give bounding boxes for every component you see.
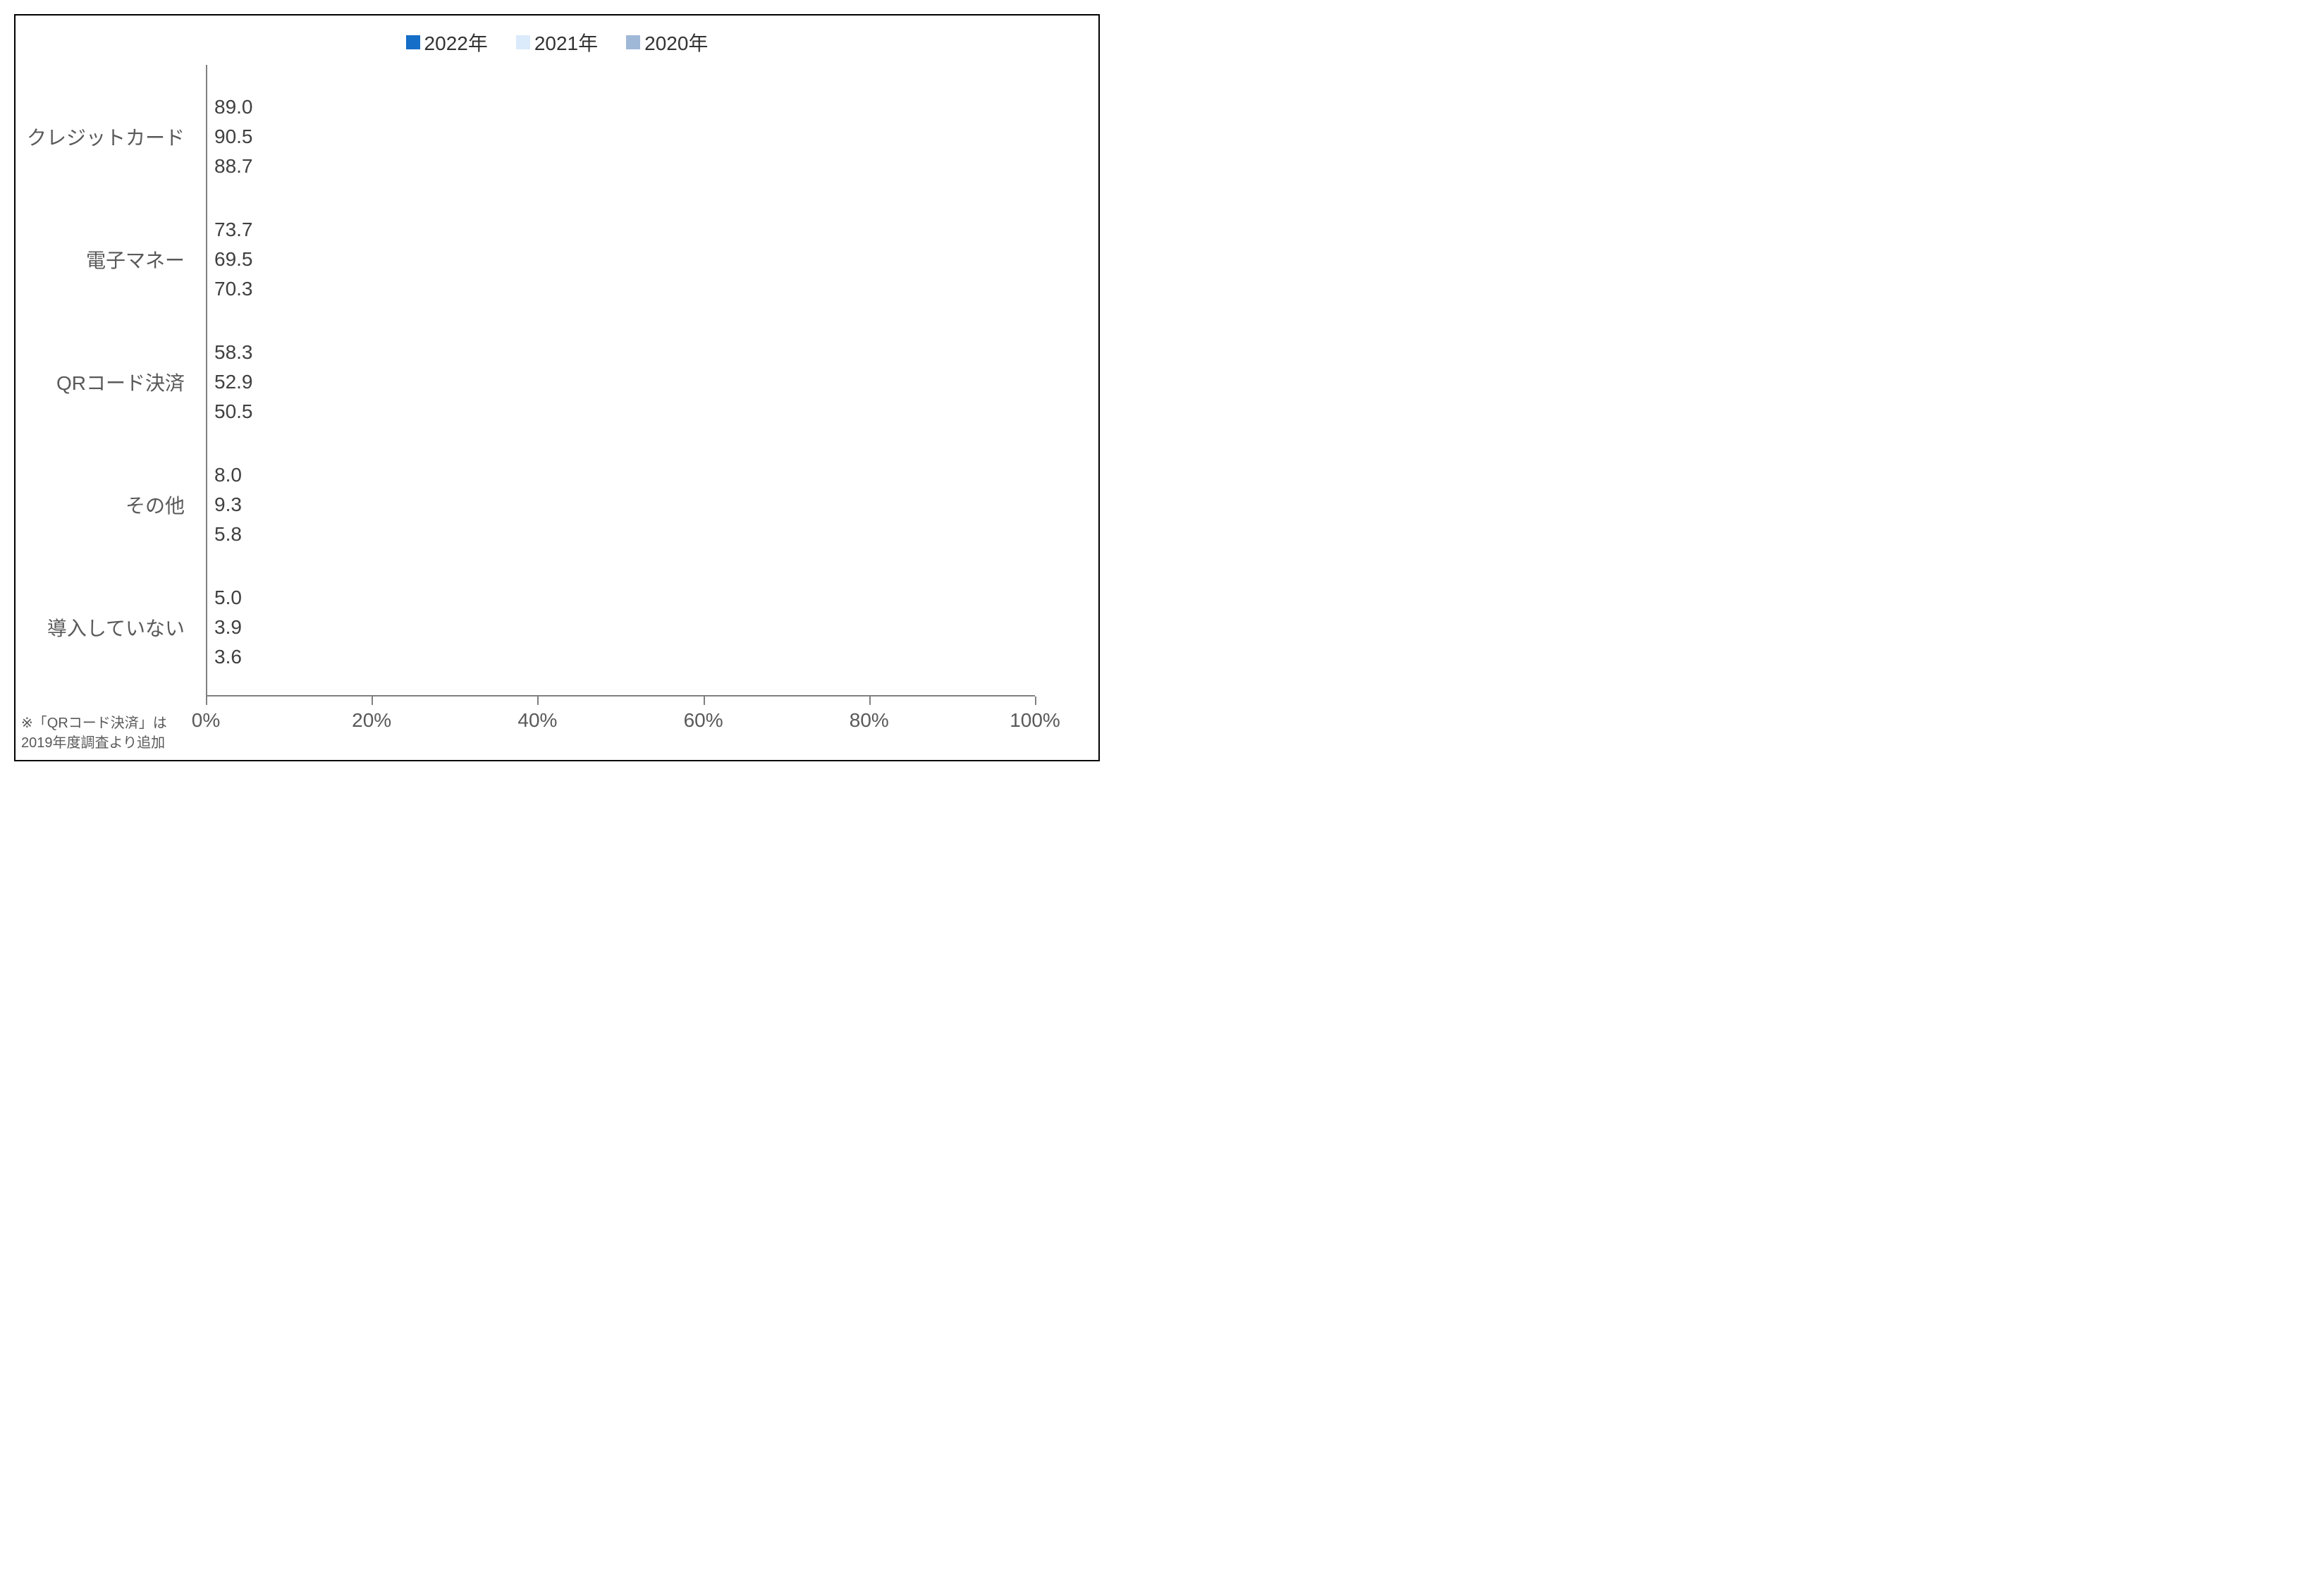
bar-value-label: 89.0: [214, 96, 253, 118]
x-tick-label: 100%: [1010, 709, 1060, 732]
footnote: ※「QRコード決済」は 2019年度調査より追加: [21, 713, 167, 753]
x-tick: [1035, 696, 1036, 705]
category-group: その他8.09.35.8: [206, 462, 1035, 548]
bar-value-label: 90.5: [214, 125, 253, 148]
bar-value-label: 70.3: [214, 278, 253, 300]
category-label: 導入していない: [47, 613, 185, 642]
bar-value-label: 5.8: [214, 523, 242, 546]
legend-item-2021: 2021年: [516, 28, 598, 56]
bar-value-label: 5.0: [214, 587, 242, 609]
x-tick: [372, 696, 373, 705]
category-label: その他: [125, 491, 185, 519]
bar-value-label: 58.3: [214, 341, 253, 364]
x-tick-label: 0%: [192, 709, 220, 732]
bar-value-label: 52.9: [214, 371, 253, 393]
legend-item-2020: 2020年: [626, 28, 708, 56]
x-tick: [206, 696, 207, 705]
x-tick: [704, 696, 705, 705]
bar-value-label: 8.0: [214, 464, 242, 486]
x-tick-label: 80%: [850, 709, 889, 732]
x-axis-line: [206, 695, 1035, 696]
category-group: 電子マネー73.769.570.3: [206, 216, 1035, 302]
footnote-line2: 2019年度調査より追加: [21, 733, 167, 753]
category-label: QRコード決済: [56, 368, 185, 396]
x-tick-label: 40%: [517, 709, 557, 732]
category-label: クレジットカード: [27, 123, 185, 151]
legend-label-2022: 2022年: [424, 28, 488, 56]
x-tick: [869, 696, 871, 705]
legend-swatch-2021: [516, 35, 530, 49]
legend-label-2020: 2020年: [644, 28, 708, 56]
legend-swatch-2022: [406, 35, 420, 49]
bar-value-label: 73.7: [214, 219, 253, 241]
category-group: 導入していない5.03.93.6: [206, 584, 1035, 670]
x-tick-label: 20%: [352, 709, 391, 732]
legend-label-2021: 2021年: [534, 28, 598, 56]
category-group: QRコード決済58.352.950.5: [206, 339, 1035, 425]
x-tick: [537, 696, 539, 705]
bar-value-label: 88.7: [214, 155, 253, 178]
chart-container: 2022年 2021年 2020年 0% 20% 40% 60% 80% 100% クレジッ…: [14, 14, 1100, 761]
footnote-line1: ※「QRコード決済」は: [21, 713, 167, 733]
bar-value-label: 9.3: [214, 493, 242, 516]
category-group: クレジットカード89.090.588.7: [206, 94, 1035, 180]
plot-area: 0%20%40%60%80%100%クレジットカード89.090.588.7電子…: [206, 65, 1035, 696]
bar-value-label: 3.6: [214, 646, 242, 668]
x-tick-label: 60%: [684, 709, 723, 732]
bar-value-label: 69.5: [214, 248, 253, 271]
legend-swatch-2020: [626, 35, 640, 49]
bar-value-label: 3.9: [214, 616, 242, 639]
category-label: 電子マネー: [86, 245, 185, 274]
legend-item-2022: 2022年: [406, 28, 488, 56]
bar-value-label: 50.5: [214, 400, 253, 423]
legend: 2022年 2021年 2020年: [16, 16, 1098, 63]
